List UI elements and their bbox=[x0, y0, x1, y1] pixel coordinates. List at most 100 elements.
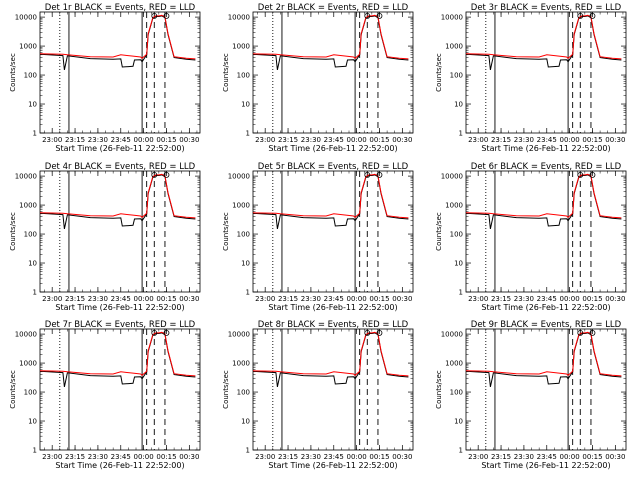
series-line-lld bbox=[39, 173, 196, 219]
x-tick-label: 23:30 bbox=[514, 295, 534, 303]
x-tick-label: 00:30 bbox=[179, 136, 199, 144]
y-tick-label: 10000 bbox=[441, 331, 463, 339]
y-axis-label: Counts/sec bbox=[435, 370, 443, 409]
x-tick-label: 00:15 bbox=[369, 453, 389, 461]
x-tick-label: 00:30 bbox=[605, 453, 625, 461]
x-tick-label: 23:30 bbox=[301, 453, 321, 461]
plot-frame bbox=[465, 11, 627, 134]
y-tick-label: 10 bbox=[454, 418, 463, 426]
x-tick-label: 23:00 bbox=[42, 295, 62, 303]
panel-title: Det 3r BLACK = Events, RED = LLD bbox=[471, 3, 622, 13]
x-tick-label: 23:00 bbox=[42, 136, 62, 144]
marker-circle bbox=[376, 330, 383, 336]
series-line-lld bbox=[465, 14, 622, 60]
x-tick-label: 23:30 bbox=[88, 453, 108, 461]
x-tick-label: 00:15 bbox=[369, 136, 389, 144]
y-tick-label: 10000 bbox=[15, 14, 37, 22]
y-tick-label: 10000 bbox=[15, 331, 37, 339]
y-tick-label: 10000 bbox=[228, 173, 250, 181]
x-tick-label: 00:00 bbox=[560, 136, 580, 144]
y-tick-label: 100 bbox=[450, 231, 463, 239]
marker-circle bbox=[577, 172, 584, 178]
y-axis-label: Counts/sec bbox=[222, 370, 230, 409]
y-tick-label: 1000 bbox=[445, 202, 463, 210]
x-tick-label: 00:30 bbox=[179, 295, 199, 303]
x-tick-label: 23:15 bbox=[491, 136, 511, 144]
x-tick-label: 23:15 bbox=[278, 295, 298, 303]
y-tick-label: 1 bbox=[33, 447, 37, 455]
marker-circle bbox=[376, 13, 383, 19]
x-tick-label: 23:15 bbox=[278, 136, 298, 144]
x-axis-label: Start Time (26-Feb-11 22:52:00) bbox=[481, 144, 610, 153]
x-tick-label: 00:15 bbox=[156, 453, 176, 461]
x-axis-label: Start Time (26-Feb-11 22:52:00) bbox=[55, 461, 184, 470]
x-axis-label: Start Time (26-Feb-11 22:52:00) bbox=[268, 303, 397, 312]
x-tick-label: 00:00 bbox=[134, 295, 154, 303]
series-line-events bbox=[39, 15, 196, 71]
x-axis-label: Start Time (26-Feb-11 22:52:00) bbox=[481, 461, 610, 470]
panel-title: Det 5r BLACK = Events, RED = LLD bbox=[258, 162, 409, 172]
y-tick-label: 10000 bbox=[441, 14, 463, 22]
marker-circle bbox=[163, 13, 170, 19]
x-tick-label: 00:15 bbox=[156, 136, 176, 144]
y-tick-label: 1 bbox=[246, 289, 250, 297]
y-tick-label: 100 bbox=[450, 389, 463, 397]
x-tick-label: 23:45 bbox=[324, 295, 344, 303]
x-tick-label: 23:30 bbox=[514, 136, 534, 144]
x-tick-label: 00:30 bbox=[392, 136, 412, 144]
x-tick-label: 23:30 bbox=[88, 295, 108, 303]
y-tick-label: 1000 bbox=[445, 43, 463, 51]
plot-frame bbox=[39, 328, 201, 451]
y-tick-label: 1000 bbox=[19, 43, 37, 51]
panel-2: Det 2r BLACK = Events, RED = LLD 1 10 100 10… bbox=[222, 3, 414, 153]
panel-title: Det 1r BLACK = Events, RED = LLD bbox=[45, 3, 196, 13]
x-tick-label: 00:00 bbox=[560, 453, 580, 461]
x-tick-label: 00:00 bbox=[347, 453, 367, 461]
x-tick-label: 23:45 bbox=[324, 453, 344, 461]
x-tick-label: 23:00 bbox=[468, 295, 488, 303]
x-tick-label: 23:15 bbox=[278, 453, 298, 461]
marker-circle bbox=[163, 172, 170, 178]
x-tick-label: 23:00 bbox=[255, 453, 275, 461]
y-tick-label: 1000 bbox=[19, 202, 37, 210]
panel-title: Det 2r BLACK = Events, RED = LLD bbox=[258, 3, 409, 13]
y-axis-label: Counts/sec bbox=[9, 370, 17, 409]
x-tick-label: 23:00 bbox=[255, 136, 275, 144]
panel-9: Det 9r BLACK = Events, RED = LLD 1 10 100 10… bbox=[435, 320, 627, 470]
panel-title: Det 4r BLACK = Events, RED = LLD bbox=[45, 162, 196, 172]
x-tick-label: 23:30 bbox=[88, 136, 108, 144]
y-tick-label: 10000 bbox=[441, 173, 463, 181]
x-tick-label: 00:15 bbox=[369, 295, 389, 303]
x-tick-label: 23:00 bbox=[468, 136, 488, 144]
y-tick-label: 1 bbox=[33, 130, 37, 138]
panel-8: Det 8r BLACK = Events, RED = LLD 1 10 100 10… bbox=[222, 320, 414, 470]
y-tick-label: 1 bbox=[459, 447, 463, 455]
y-tick-label: 10000 bbox=[228, 14, 250, 22]
y-tick-label: 1000 bbox=[232, 360, 250, 368]
y-axis-label: Counts/sec bbox=[222, 212, 230, 251]
y-tick-label: 10 bbox=[241, 260, 250, 268]
y-tick-label: 10 bbox=[28, 101, 37, 109]
x-tick-label: 00:15 bbox=[582, 136, 602, 144]
x-tick-label: 00:00 bbox=[560, 295, 580, 303]
y-tick-label: 1 bbox=[33, 289, 37, 297]
x-tick-label: 00:30 bbox=[392, 453, 412, 461]
plot-frame bbox=[39, 11, 201, 134]
x-tick-label: 23:45 bbox=[324, 136, 344, 144]
x-tick-label: 00:15 bbox=[582, 453, 602, 461]
x-tick-label: 00:30 bbox=[605, 136, 625, 144]
y-tick-label: 10 bbox=[241, 101, 250, 109]
x-tick-label: 23:15 bbox=[491, 295, 511, 303]
y-tick-label: 1000 bbox=[445, 360, 463, 368]
y-axis-label: Counts/sec bbox=[9, 53, 17, 92]
x-tick-label: 23:45 bbox=[111, 295, 131, 303]
x-tick-label: 23:00 bbox=[42, 453, 62, 461]
series-line-events bbox=[39, 174, 196, 230]
marker-circle bbox=[163, 330, 170, 336]
marker-circle bbox=[364, 330, 371, 336]
y-axis-label: Counts/sec bbox=[222, 53, 230, 92]
panel-title: Det 9r BLACK = Events, RED = LLD bbox=[471, 320, 622, 330]
y-tick-label: 1000 bbox=[19, 360, 37, 368]
series-line-events bbox=[465, 15, 622, 71]
x-tick-label: 23:45 bbox=[111, 453, 131, 461]
